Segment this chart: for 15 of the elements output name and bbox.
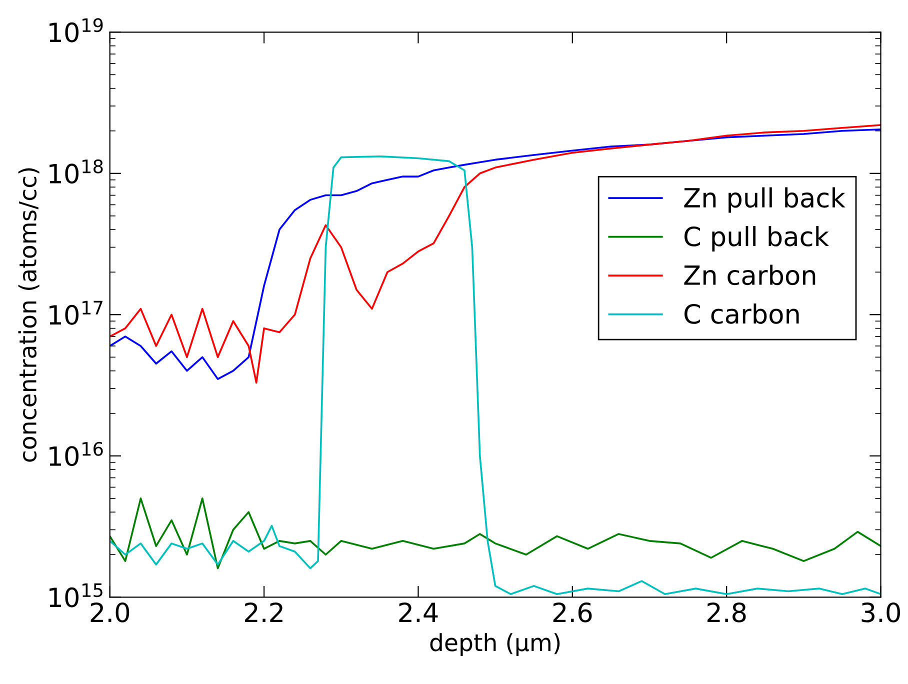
y-axis-title: concentration (atoms/cc)	[18, 168, 40, 462]
legend-label: Zn carbon	[684, 264, 816, 286]
y-tick-label: 10$^{17}$	[50, 300, 102, 325]
x-tick-label: 3.0	[862, 602, 900, 622]
legend-label: C carbon	[684, 303, 799, 324]
legend-label: Zn pull back	[684, 187, 846, 213]
x-tick-label: 2.2	[244, 602, 282, 622]
x-tick-label: 2.4	[399, 602, 438, 622]
x-tick-label: 2.8	[708, 602, 746, 622]
x-tick-label: 2.6	[553, 602, 592, 622]
x-axis-title: depth (μm)	[430, 633, 560, 656]
legend-label: C pull back	[684, 226, 829, 252]
y-tick-label: 10$^{18}$	[50, 159, 103, 184]
y-tick-label: 10$^{16}$	[50, 442, 103, 466]
y-tick-label: 10$^{19}$	[50, 18, 103, 42]
